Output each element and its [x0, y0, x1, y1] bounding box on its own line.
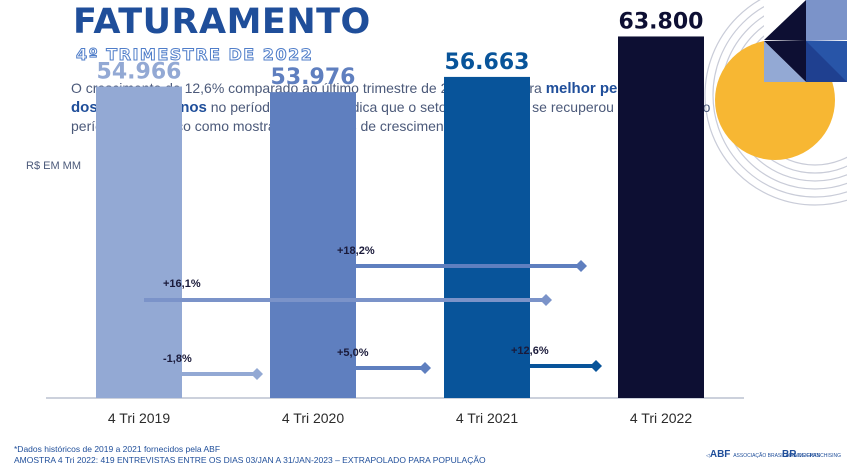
bar-3	[444, 76, 530, 398]
abf-logo-symbol: ◁	[706, 453, 710, 459]
bar-2	[270, 92, 356, 399]
unit-label: R$ EM MM	[26, 160, 81, 172]
growth-marker-2	[251, 368, 263, 380]
growth-label-4: +5,0%	[337, 347, 369, 359]
abf-logo: ◁ABF ASSOCIAÇÃO BRASILEIRA DE FRANCHISIN…	[706, 449, 841, 460]
br-insights-logo: BRINSIGHTS	[782, 449, 820, 460]
br-logo-text: BR	[782, 449, 797, 460]
category-label-2: 4 Tri 2020	[282, 410, 344, 426]
br-logo-suffix: INSIGHTS	[796, 453, 821, 459]
abf-logo-tagline: ASSOCIAÇÃO BRASILEIRA DE FRANCHISING	[733, 453, 842, 459]
footnote-data-source: *Dados históricos de 2019 a 2021 forneci…	[14, 444, 221, 454]
growth-marker-3	[575, 260, 587, 272]
bar-value-label-3: 56.663	[445, 50, 530, 75]
growth-marker-1	[540, 294, 552, 306]
intro-text-part1: O crescimento de 12,6% comparado ao últi…	[71, 80, 546, 96]
page-title: FATURAMENTO	[73, 2, 371, 42]
abf-logo-text: ABF	[709, 449, 731, 460]
bar-value-label-2: 53.976	[271, 65, 356, 90]
bar-4	[618, 36, 704, 398]
page-subtitle: 4º TRIMESTRE DE 2022	[75, 45, 314, 65]
bar-value-label-1: 54.966	[97, 60, 182, 85]
growth-label-5: +12,6%	[511, 345, 549, 357]
footnote-sample: AMOSTRA 4 Tri 2022: 419 ENTREVISTAS ENTR…	[14, 455, 486, 465]
growth-label-2: -1,8%	[163, 353, 192, 365]
geometric-squares-decoration	[764, 0, 847, 82]
bar-value-label-4: 63.800	[619, 9, 704, 34]
bar-1	[96, 86, 182, 398]
growth-label-1: +16,1%	[163, 278, 201, 290]
growth-marker-4	[419, 362, 431, 374]
category-label-1: 4 Tri 2019	[108, 410, 170, 426]
growth-marker-5	[590, 360, 602, 372]
category-label-4: 4 Tri 2022	[630, 410, 692, 426]
category-label-3: 4 Tri 2021	[456, 410, 518, 426]
growth-label-3: +18,2%	[337, 245, 375, 257]
